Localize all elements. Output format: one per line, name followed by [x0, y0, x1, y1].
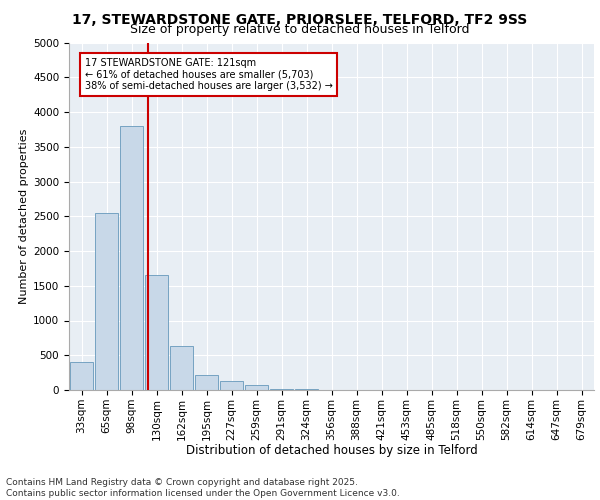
Bar — [220, 381, 243, 390]
Bar — [145, 276, 168, 390]
Bar — [95, 213, 118, 390]
Bar — [245, 385, 268, 390]
Y-axis label: Number of detached properties: Number of detached properties — [19, 128, 29, 304]
Text: 17, STEWARDSTONE GATE, PRIORSLEE, TELFORD, TF2 9SS: 17, STEWARDSTONE GATE, PRIORSLEE, TELFOR… — [73, 12, 527, 26]
Bar — [195, 374, 218, 390]
Text: Size of property relative to detached houses in Telford: Size of property relative to detached ho… — [130, 22, 470, 36]
Text: Contains HM Land Registry data © Crown copyright and database right 2025.
Contai: Contains HM Land Registry data © Crown c… — [6, 478, 400, 498]
X-axis label: Distribution of detached houses by size in Telford: Distribution of detached houses by size … — [185, 444, 478, 457]
Bar — [70, 362, 93, 390]
Bar — [120, 126, 143, 390]
Bar — [170, 346, 193, 390]
Bar — [270, 388, 293, 390]
Text: 17 STEWARDSTONE GATE: 121sqm
← 61% of detached houses are smaller (5,703)
38% of: 17 STEWARDSTONE GATE: 121sqm ← 61% of de… — [85, 58, 332, 92]
